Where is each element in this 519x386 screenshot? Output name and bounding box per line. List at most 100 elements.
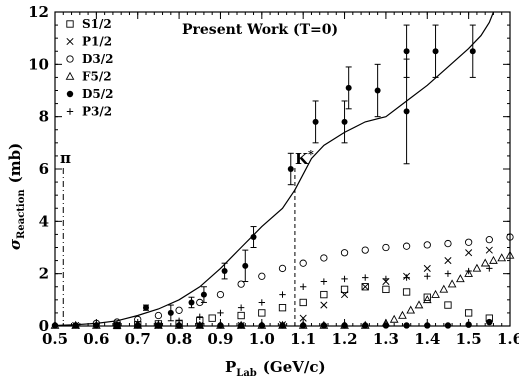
y-tick-label: 8 [39, 108, 49, 126]
point-d5-2-shape [93, 322, 100, 329]
point-p3-2 [299, 283, 307, 290]
point-d3-2 [258, 272, 266, 280]
point-d3-2 [237, 280, 245, 288]
point-d5-2 [320, 322, 328, 329]
point-d3-2 [299, 259, 307, 267]
point-d3-2-shape [382, 243, 390, 252]
point-p3-2 [155, 320, 162, 327]
total-curve-layer [54, 11, 495, 327]
point-f5-2-shape [389, 314, 399, 323]
point-d5-2 [403, 322, 410, 329]
point-p3-2 [175, 317, 183, 324]
point-p3-2-shape [134, 321, 141, 328]
point-d5-2-shape [196, 322, 203, 329]
experimental-point [143, 304, 149, 311]
point-p3-2-shape [320, 278, 328, 285]
point-p3-2-shape [362, 274, 369, 281]
experimental-point [341, 118, 348, 125]
point-f5-2 [472, 263, 482, 272]
point-d5-2-shape [382, 322, 390, 329]
point-p3-2 [444, 270, 452, 277]
point-f5-2-shape [497, 253, 507, 262]
point-d3-2-shape [444, 239, 452, 248]
point-p3-2 [134, 321, 141, 328]
point-d3-2-shape [506, 233, 514, 241]
point-d3-2-shape [402, 242, 411, 250]
point-p3-2-shape [382, 275, 390, 283]
point-d5-2 [424, 322, 431, 329]
point-d3-2 [340, 249, 349, 257]
point-d5-2 [175, 322, 183, 329]
point-p1-2 [361, 283, 369, 291]
legend-marker [66, 37, 74, 46]
point-d3-2-shape [237, 280, 245, 288]
point-p3-2-shape [175, 317, 183, 324]
point-p3-2 [217, 309, 224, 317]
x-tick-label: 0.5 [42, 330, 68, 348]
point-s1-2 [423, 293, 431, 301]
x-tick-label: 0.7 [125, 330, 151, 348]
point-p3-2-shape [237, 304, 245, 311]
point-s1-2 [320, 290, 328, 299]
point-d5-2 [486, 318, 493, 326]
point-f5-2 [431, 289, 440, 298]
point-s1-2-shape [464, 309, 473, 317]
x-tick-label: 1.0 [249, 330, 275, 348]
point-d5-2-shape [237, 322, 245, 329]
y-axis-label-units: (mb) [6, 143, 24, 184]
point-p3-2 [258, 299, 266, 306]
point-f5-2 [480, 258, 490, 267]
point-d5-2-shape [51, 322, 59, 329]
point-d5-2 [72, 322, 79, 329]
point-f5-2 [505, 250, 515, 259]
legend-marker [66, 20, 74, 28]
point-p3-2-shape [486, 265, 493, 272]
point-p3-2 [320, 278, 328, 285]
experimental-point [403, 48, 410, 55]
point-d5-2-shape [486, 318, 493, 326]
point-d3-2-shape [361, 246, 369, 254]
legend-marker [66, 55, 74, 63]
chart-title: Present Work (T=0) [182, 22, 338, 38]
x-tick-label: 1.2 [331, 330, 357, 348]
point-s1-2-shape [402, 288, 411, 296]
point-p1-2 [465, 249, 473, 257]
threshold-lines [62, 168, 296, 326]
point-d3-2-shape [154, 311, 163, 320]
point-d3-2-shape [175, 306, 183, 314]
point-p3-2 [279, 291, 286, 298]
kstar-sup: * [308, 148, 314, 161]
x-axis-label-units: (GeV/c) [263, 358, 326, 376]
point-p1-2-shape [444, 257, 452, 265]
experimental-layer [143, 24, 476, 322]
y-tick-label: 6 [39, 160, 49, 178]
point-f5-2 [439, 284, 449, 293]
point-p3-2 [341, 275, 348, 283]
point-d5-2-shape [341, 322, 348, 329]
point-p1-2 [340, 291, 349, 299]
experimental-point [403, 108, 410, 115]
x-tick-label: 0.6 [83, 330, 109, 348]
point-d5-2-shape [465, 321, 472, 328]
point-p3-2-shape [155, 320, 162, 327]
point-p3-2-shape [424, 273, 431, 280]
x-tick-label: 1.4 [414, 330, 440, 348]
point-s1-2 [464, 309, 473, 317]
point-d3-2 [485, 235, 493, 244]
point-s1-2 [237, 311, 245, 320]
axis-ticks: 0.5 0.6 0.7 0.8 0.9 1.0 1.1 1.2 1.3 1.4 1.5 1.6 0 2 4 6… [28, 3, 519, 348]
legend: S1/2 P1/2 D3/2 F5/2 D5/2 P3/2 [65, 17, 114, 119]
point-p1-2 [444, 257, 452, 265]
point-d3-2 [154, 311, 163, 320]
x-tick-label: 0.9 [207, 330, 233, 348]
pi-threshold-label: π [60, 149, 71, 167]
point-d5-2-shape [424, 322, 431, 329]
point-p3-2-shape [299, 283, 307, 290]
legend-marker [65, 71, 75, 80]
point-d3-2 [402, 242, 411, 250]
point-f5-2-shape [439, 284, 449, 293]
point-p3-2 [362, 274, 369, 281]
point-d3-2 [444, 239, 452, 248]
legend-marker-shape [66, 37, 74, 46]
